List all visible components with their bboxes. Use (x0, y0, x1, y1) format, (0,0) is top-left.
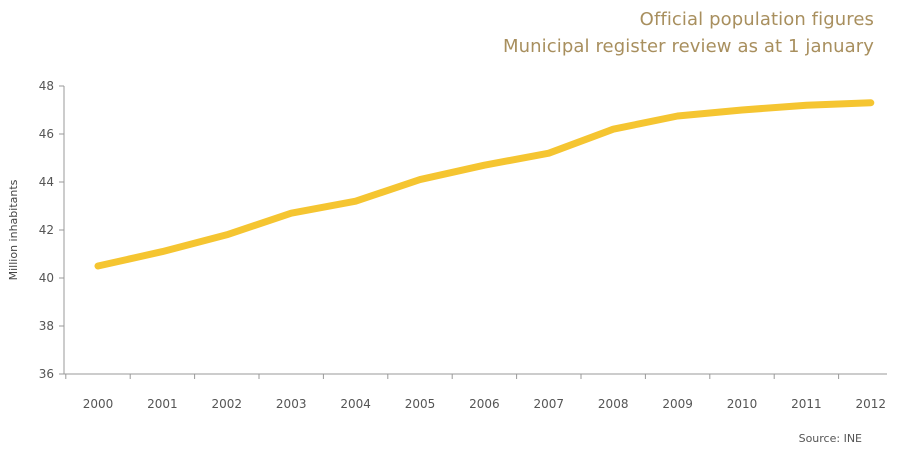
x-tick-label: 2003 (276, 397, 307, 411)
x-tick-label: 2000 (83, 397, 114, 411)
x-tick-label: 2001 (147, 397, 178, 411)
chart-ticks: 36 38 40 42 44 46 48 2000 2001 2002 2003 2004 2005 20… (39, 79, 886, 411)
x-tick-label: 2008 (598, 397, 629, 411)
y-tick-label: 48 (39, 79, 54, 93)
x-tick-label: 2011 (791, 397, 822, 411)
chart-title-block: Official population figures Municipal re… (503, 6, 874, 60)
chart-title: Official population figures (639, 9, 874, 30)
x-tick-label: 2002 (212, 397, 243, 411)
y-tick-label: 38 (39, 319, 54, 333)
x-tick-label: 2007 (534, 397, 565, 411)
x-tick-label: 2009 (662, 397, 693, 411)
y-tick-label: 36 (39, 367, 54, 381)
chart-axes (63, 86, 887, 375)
series-line (94, 99, 875, 270)
x-tick-label: 2012 (856, 397, 887, 411)
chart-series (94, 99, 875, 270)
y-tick-label: 42 (39, 223, 54, 237)
x-tick-label: 2010 (727, 397, 758, 411)
y-tick-label: 46 (39, 127, 54, 141)
y-axis-label: Million inhabitants (7, 179, 20, 280)
x-tick-label: 2006 (469, 397, 500, 411)
x-tick-label: 2004 (340, 397, 371, 411)
chart-subtitle: Municipal register review as at 1 januar… (503, 36, 874, 57)
y-tick-label: 40 (39, 271, 54, 285)
source-note: Source: INE (798, 432, 862, 445)
x-tick-label: 2005 (405, 397, 436, 411)
y-tick-label: 44 (39, 175, 54, 189)
